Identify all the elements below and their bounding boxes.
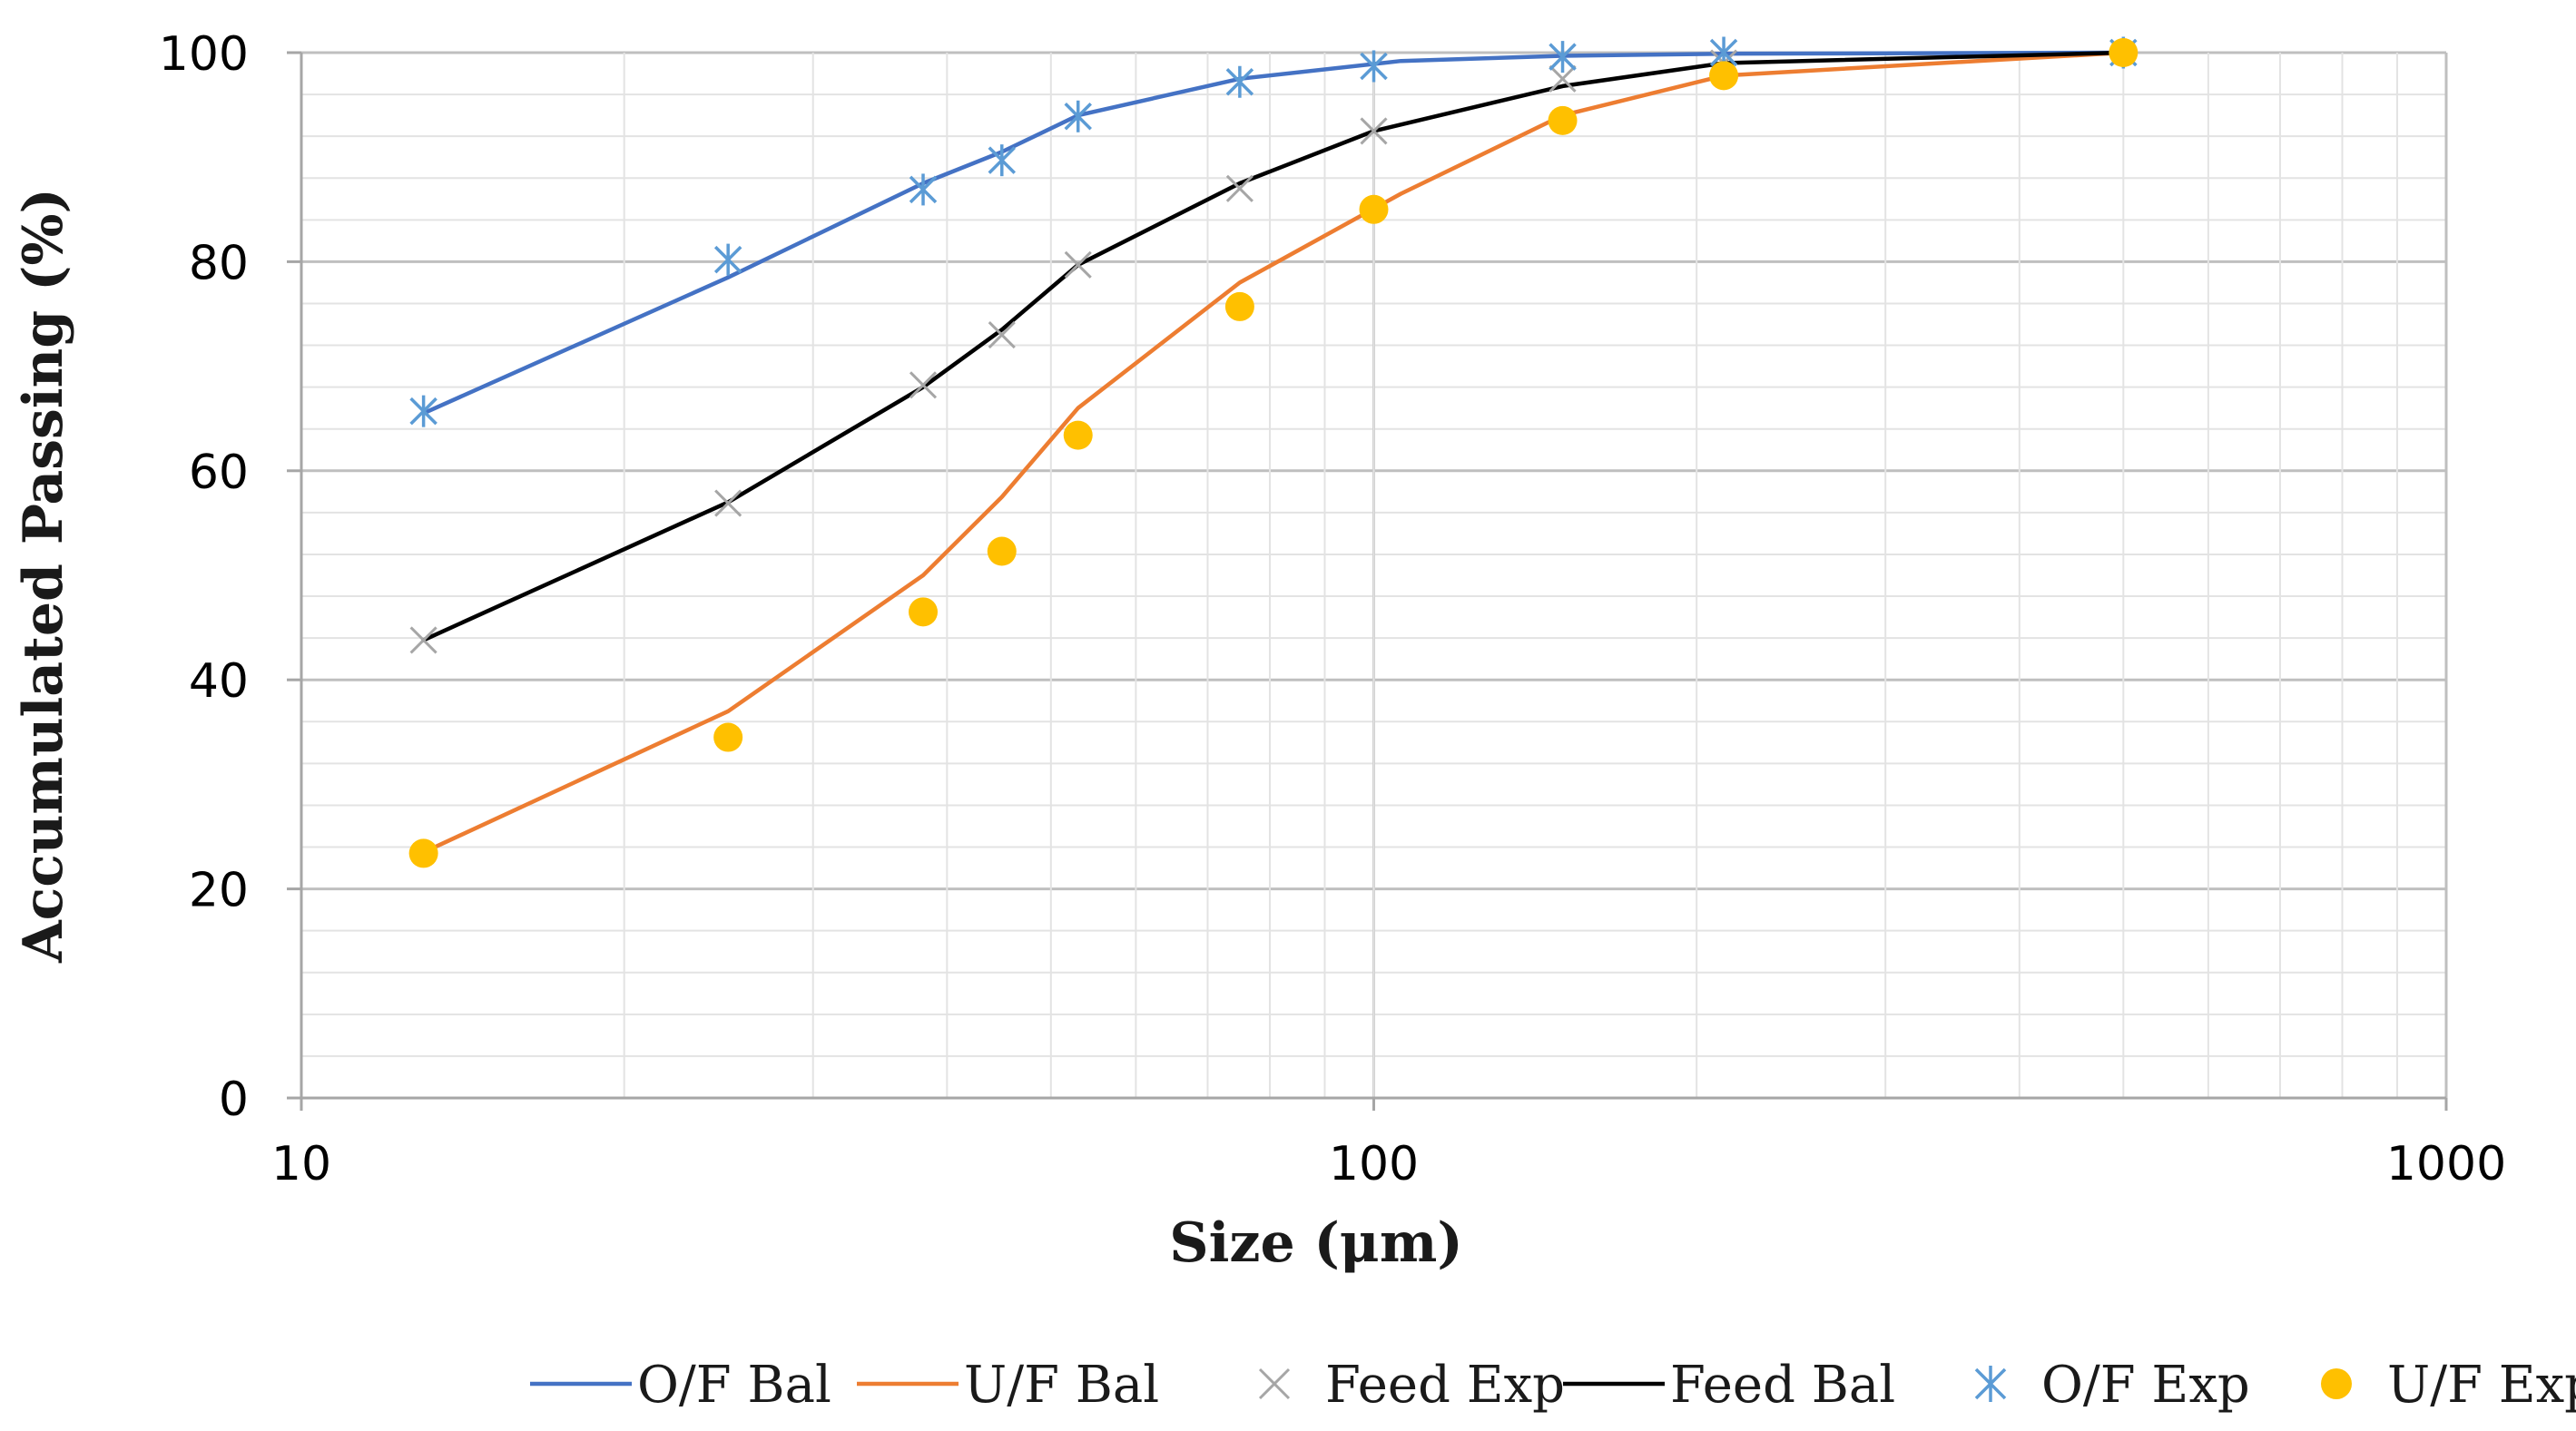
- data-point-feed-exp: [1549, 64, 1577, 93]
- x-tick-label: 10: [271, 1137, 331, 1191]
- y-tick-label: 60: [189, 446, 249, 500]
- series-line-u-f-bal: [421, 50, 2126, 855]
- data-point-u-f-exp: [2109, 38, 2138, 67]
- legend-item-u-f-bal: U/F Bal: [857, 1356, 1159, 1415]
- data-point-u-f-exp: [987, 536, 1017, 566]
- data-point-feed-exp: [409, 626, 438, 654]
- data-point-o-f-exp: [1225, 65, 1254, 98]
- y-tick-label: 80: [189, 236, 249, 290]
- series-feed-exp: [409, 38, 2138, 654]
- data-point-o-f-exp: [988, 144, 1017, 177]
- legend: O/F Bal U/F Bal Feed Exp Feed Bal O/F Exp U/F…: [530, 1356, 2576, 1415]
- legend-item-o-f-exp: O/F Exp: [1974, 1356, 2250, 1415]
- legend-swatch: [1974, 1366, 2007, 1402]
- legend-label: U/F Bal: [964, 1356, 1159, 1415]
- series-u-f-bal: [421, 50, 2126, 855]
- x-tick-label: 100: [1329, 1137, 1419, 1191]
- series-feed-bal: [421, 50, 2126, 642]
- y-axis-title: Accumulated Passing (%): [12, 188, 75, 964]
- legend-swatch: [1258, 1367, 1291, 1400]
- data-point-feed-exp: [714, 489, 742, 517]
- data-point-o-f-exp: [909, 173, 938, 206]
- data-point-u-f-exp: [1548, 105, 1578, 135]
- legend-item-feed-exp: Feed Exp: [1258, 1356, 1565, 1415]
- data-point-u-f-exp: [1224, 291, 1254, 321]
- data-point-feed-exp: [988, 320, 1016, 349]
- data-point-o-f-exp: [713, 243, 742, 276]
- y-tick-label: 0: [219, 1073, 249, 1127]
- data-point-o-f-exp: [1064, 100, 1092, 132]
- data-point-o-f-exp: [1549, 41, 1577, 74]
- data-point-u-f-exp: [909, 597, 939, 627]
- series-line-o-f-bal: [421, 50, 2126, 416]
- x-tick-label: 1000: [2386, 1137, 2506, 1191]
- legend-item-u-f-exp: U/F Exp: [2321, 1356, 2576, 1415]
- data-point-o-f-exp: [409, 395, 438, 427]
- data-point-feed-exp: [909, 371, 938, 399]
- series: [408, 36, 2138, 868]
- data-point-u-f-exp: [1709, 61, 1739, 91]
- data-point-o-f-exp: [1360, 50, 1388, 83]
- y-tick-label: 40: [189, 654, 249, 709]
- data-point-feed-exp: [1064, 250, 1092, 279]
- data-point-feed-exp: [1360, 117, 1388, 145]
- series-u-f-exp: [408, 38, 2138, 868]
- legend-item-feed-bal: Feed Bal: [1563, 1356, 1895, 1415]
- legend-label: Feed Bal: [1670, 1356, 1895, 1415]
- data-point-u-f-exp: [1359, 194, 1389, 224]
- legend-item-o-f-bal: O/F Bal: [530, 1356, 831, 1415]
- x-tick-labels: 10 100 1000: [271, 1098, 2506, 1191]
- legend-swatch: [2321, 1368, 2352, 1399]
- y-tick-label: 20: [189, 864, 249, 918]
- x-axis-title: Size (μm): [1169, 1211, 1462, 1275]
- data-point-feed-exp: [1225, 174, 1254, 202]
- data-point-u-f-exp: [713, 722, 743, 752]
- legend-label: Feed Exp: [1325, 1356, 1565, 1415]
- y-tick-labels: 0 20 40 60 80 100: [159, 27, 301, 1127]
- data-point-u-f-exp: [408, 838, 438, 868]
- legend-label: U/F Exp: [2387, 1356, 2576, 1415]
- series-line-feed-bal: [421, 50, 2126, 642]
- legend-label: O/F Exp: [2041, 1356, 2250, 1415]
- series-o-f-bal: [421, 50, 2126, 416]
- legend-label: O/F Bal: [637, 1356, 831, 1415]
- data-point-u-f-exp: [1063, 420, 1093, 450]
- y-tick-label: 100: [159, 27, 249, 82]
